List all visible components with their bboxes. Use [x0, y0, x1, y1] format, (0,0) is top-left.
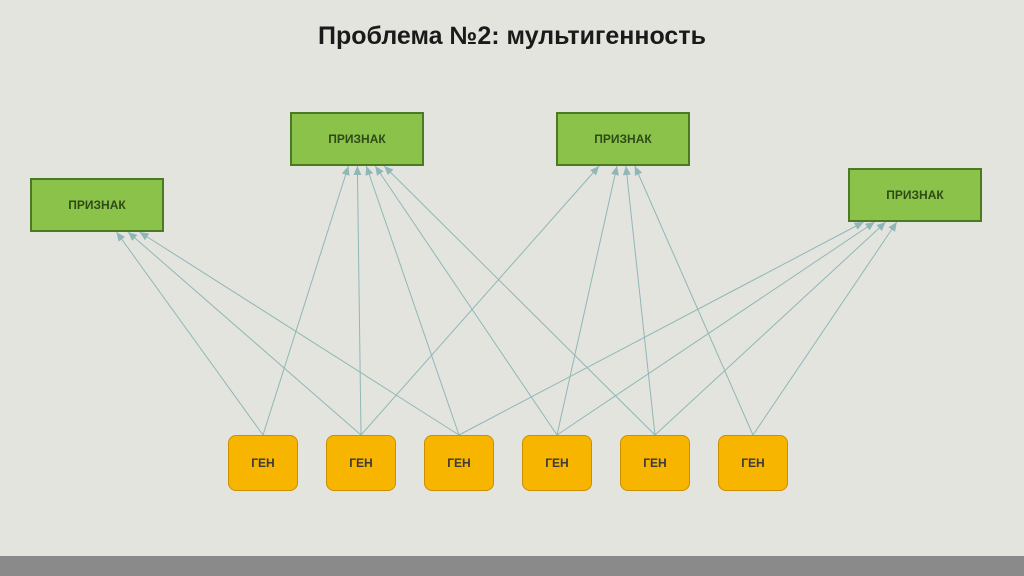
trait-node: ПРИЗНАК	[30, 178, 164, 232]
edge-line	[361, 166, 599, 435]
edge-line	[557, 166, 617, 435]
edge-line	[384, 166, 655, 435]
edge-arrowhead	[139, 232, 149, 240]
gene-node: ГЕН	[228, 435, 298, 491]
gene-node-label: ГЕН	[643, 456, 666, 470]
trait-node-label: ПРИЗНАК	[886, 188, 943, 202]
edge-line	[366, 166, 459, 435]
gene-node-label: ГЕН	[741, 456, 764, 470]
trait-node: ПРИЗНАК	[556, 112, 690, 166]
edge-arrowhead	[128, 232, 137, 241]
trait-node: ПРИЗНАК	[290, 112, 424, 166]
edge-arrowhead	[590, 166, 599, 175]
gene-node: ГЕН	[620, 435, 690, 491]
trait-node-label: ПРИЗНАК	[328, 132, 385, 146]
gene-node: ГЕН	[522, 435, 592, 491]
arrow-layer	[0, 0, 1024, 576]
edge-line	[626, 166, 655, 435]
diagram-stage: Проблема №2: мультигенность ПРИЗНАК ПРИЗН…	[0, 0, 1024, 576]
gene-node-label: ГЕН	[251, 456, 274, 470]
trait-node: ПРИЗНАК	[848, 168, 982, 222]
edge-arrowhead	[353, 166, 361, 175]
gene-node-label: ГЕН	[545, 456, 568, 470]
gene-node: ГЕН	[424, 435, 494, 491]
edge-arrowhead	[384, 166, 393, 175]
gene-node-label: ГЕН	[349, 456, 372, 470]
edge-line	[357, 166, 361, 435]
edge-line	[139, 232, 459, 435]
edge-line	[375, 166, 557, 435]
edge-line	[635, 166, 753, 435]
edge-arrowhead	[854, 222, 864, 230]
edge-arrowhead	[865, 222, 875, 230]
edge-line	[128, 232, 361, 435]
trait-node-label: ПРИЗНАК	[594, 132, 651, 146]
gene-node: ГЕН	[326, 435, 396, 491]
edge-arrowhead	[375, 166, 383, 176]
trait-node-label: ПРИЗНАК	[68, 198, 125, 212]
edge-arrowhead	[635, 166, 642, 176]
edge-arrowhead	[623, 166, 631, 175]
edge-line	[263, 166, 348, 435]
edge-line	[459, 222, 864, 435]
edge-line	[116, 232, 263, 435]
gene-node-label: ГЕН	[447, 456, 470, 470]
slide-title: Проблема №2: мультигенность	[0, 22, 1024, 51]
edge-line	[753, 222, 897, 435]
gene-node: ГЕН	[718, 435, 788, 491]
edge-arrowhead	[342, 166, 350, 176]
edge-arrowhead	[876, 222, 885, 231]
edge-arrowhead	[888, 222, 896, 232]
edge-line	[655, 222, 886, 435]
edge-arrowhead	[611, 166, 619, 176]
edge-line	[557, 222, 875, 435]
edge-arrowhead	[365, 166, 373, 176]
edge-arrowhead	[116, 232, 125, 242]
footer-bar	[0, 556, 1024, 576]
